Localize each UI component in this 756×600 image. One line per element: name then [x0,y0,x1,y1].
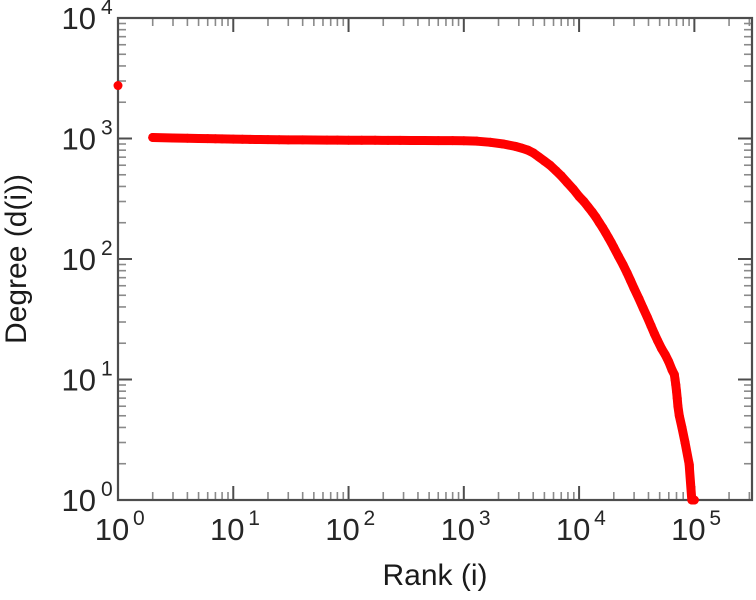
data-point [649,329,659,339]
data-point [664,357,674,367]
data-point [168,133,178,143]
svg-text:10: 10 [325,512,359,547]
svg-text:10: 10 [62,242,96,277]
x-axis-title: Rank (i) [382,559,487,592]
svg-text:4: 4 [594,507,606,530]
svg-text:1: 1 [101,358,113,381]
data-point [263,135,273,145]
data-point [370,135,380,145]
data-point [629,283,639,293]
data-point [182,133,192,143]
svg-text:10: 10 [671,512,705,547]
data-point [646,321,656,331]
data-point [653,336,663,346]
data-point [344,135,354,145]
data-point [684,459,694,469]
data-point [255,135,265,145]
data-point [237,134,247,144]
data-point [395,135,405,145]
svg-text:0: 0 [101,478,113,501]
data-point [556,171,566,181]
data-point [622,268,632,278]
data-point [498,139,508,149]
data-point [674,411,684,421]
data-point [642,312,652,322]
data-point [614,251,624,261]
data-point [419,136,429,146]
svg-text:1: 1 [248,507,260,530]
svg-text:0: 0 [133,507,145,530]
data-point [383,135,393,145]
data-point [228,134,238,144]
series-line [148,132,699,505]
data-point [322,135,332,145]
data-point [298,135,308,145]
svg-text:10: 10 [62,122,96,157]
data-series-layer [113,81,699,505]
minor-tick-marks [118,18,752,500]
data-point [406,135,416,145]
data-point [472,136,482,146]
svg-text:3: 3 [101,117,113,140]
svg-text:2: 2 [101,237,113,260]
svg-text:3: 3 [479,507,491,530]
svg-text:10: 10 [556,512,590,547]
data-point [459,136,469,146]
data-point [485,137,495,147]
data-point [660,350,670,360]
data-point [274,135,284,145]
y-axis-title: Degree (d(i)) [0,174,33,344]
svg-text:4: 4 [101,0,113,19]
data-point [673,401,683,411]
svg-text:10: 10 [210,512,244,547]
data-point [562,178,572,188]
data-point [626,276,636,286]
data-point [634,294,644,304]
data-point [203,134,213,144]
svg-text:10: 10 [441,512,475,547]
svg-text:10: 10 [62,483,96,518]
data-point [618,260,628,270]
data-point [448,136,458,146]
svg-text:5: 5 [709,507,721,530]
data-point [148,132,158,142]
data-series [113,81,699,505]
x-axis-tick-labels: 10 0 10 1 10 2 10 3 10 4 10 5 [95,507,721,547]
data-point [568,184,578,194]
data-point [677,422,687,432]
data-point [545,160,555,170]
data-point [433,136,443,146]
data-point [680,438,690,448]
data-point [357,135,367,145]
svg-text:10: 10 [62,363,96,398]
data-point [689,495,699,505]
data-point [609,242,619,252]
data-point [672,386,682,396]
data-point [113,81,123,91]
data-point [672,393,682,403]
data-point [210,134,220,144]
svg-text:10: 10 [62,1,96,36]
major-tick-marks [117,17,752,501]
data-point [638,303,648,313]
data-point [245,134,255,144]
plot-box-border [116,16,754,502]
svg-text:10: 10 [95,512,129,547]
data-point [332,135,342,145]
data-point [194,134,204,143]
data-point [283,135,293,145]
data-point [309,135,319,145]
svg-text:2: 2 [364,507,376,530]
